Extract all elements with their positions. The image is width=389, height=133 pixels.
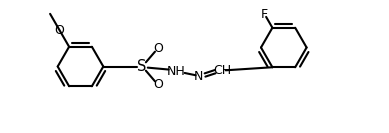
- Text: O: O: [154, 78, 163, 91]
- Text: F: F: [261, 8, 268, 21]
- Text: N: N: [194, 70, 203, 82]
- Text: NH: NH: [167, 65, 186, 78]
- Text: CH: CH: [213, 64, 231, 77]
- Text: O: O: [55, 24, 65, 37]
- Text: S: S: [137, 59, 147, 74]
- Text: O: O: [154, 42, 163, 55]
